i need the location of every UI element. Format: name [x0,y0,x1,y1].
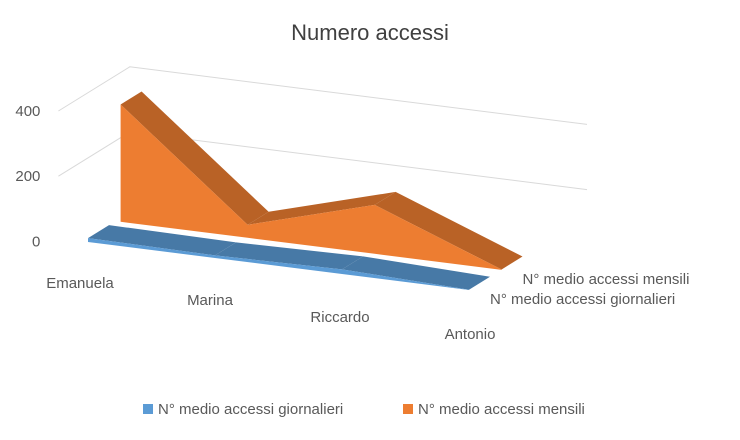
legend-label: N° medio accessi mensili [418,401,585,418]
x-tick-label: Emanuela [46,275,114,292]
y-tick-label: 200 [15,168,40,185]
x-tick-label: Antonio [445,326,496,343]
y-tick-label: 400 [15,103,40,120]
series-layer [88,91,523,290]
series-depth-label: N° medio accessi giornalieri [490,291,675,308]
y-axis-ticks: 0 200 400 [15,103,40,250]
series-top-segment [374,191,523,270]
series-depth-label: N° medio accessi mensili [523,271,690,288]
series-depth-labels: N° medio accessi giornalieri N° medio acc… [490,271,689,308]
series-top-segment [342,256,490,290]
series-front-face [120,104,502,270]
x-tick-label: Riccardo [310,309,369,326]
legend-label: N° medio accessi giornalieri [158,401,343,418]
x-axis-ticks: Emanuela Marina Riccardo Antonio [46,275,495,343]
series-front-face [88,238,469,290]
legend-swatch [403,404,413,414]
legend: N° medio accessi giornalieri N° medio acc… [143,401,585,418]
series-top-segment [215,242,363,270]
series-top-segment [247,191,396,225]
x-tick-label: Marina [187,292,234,309]
series-ribbon [120,91,523,270]
series-ribbon [88,225,490,290]
series-top-segment [88,225,236,256]
chart-title: Numero accessi [291,20,449,45]
gridline [58,66,588,125]
y-tick-label: 0 [32,233,40,250]
series-top-segment [120,91,269,225]
legend-swatch [143,404,153,414]
